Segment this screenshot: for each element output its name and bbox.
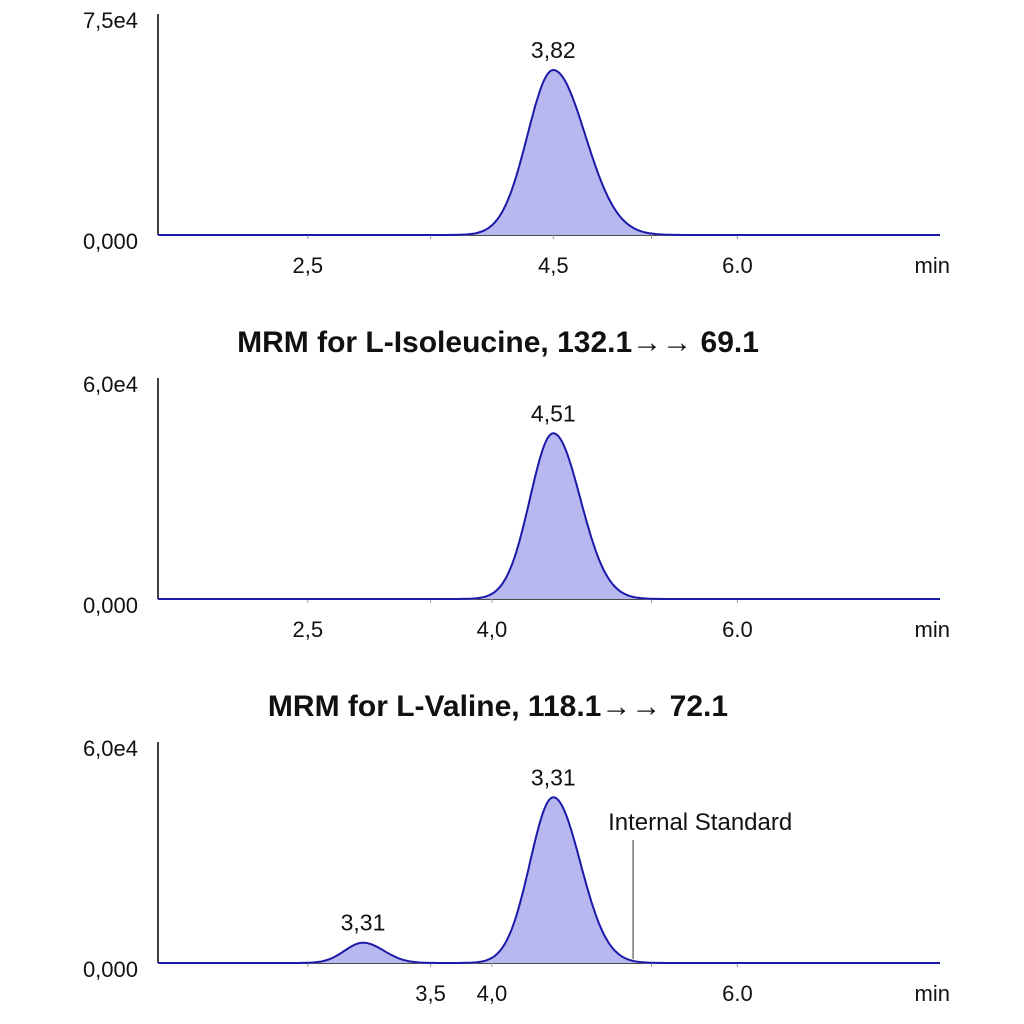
chart-panel-3: MRM for L-Valine, 118.1→→ 72.1 6,0e4 0,000…	[83, 690, 950, 1006]
x-tick-label: 6.0	[722, 617, 753, 642]
x-tick-label: 4,0	[477, 617, 508, 642]
chromatogram-trace	[158, 796, 940, 964]
x-tick-label: 2,5	[292, 617, 323, 642]
chart-panel-2: MRM for L-Isoleucine, 132.1→→ 69.1 6,0e4 0…	[83, 326, 950, 642]
x-tick-label: 4,0	[477, 981, 508, 1006]
x-tick-label: 4,5	[538, 253, 569, 278]
chromatogram-area	[158, 797, 940, 963]
x-unit-label: min	[915, 617, 950, 642]
y-max-label: 7,5e4	[83, 8, 138, 33]
y-max-label: 6,0e4	[83, 372, 138, 397]
x-tick-label: 6.0	[722, 981, 753, 1006]
chromatogram-trace	[158, 432, 940, 600]
chromatogram-area	[158, 70, 940, 235]
y-zero-label: 0,000	[83, 957, 138, 982]
x-unit-label: min	[915, 981, 950, 1006]
x-tick-label: 6.0	[722, 253, 753, 278]
peak-label: 4,51	[531, 400, 576, 426]
y-zero-label: 0,000	[83, 593, 138, 618]
y-zero-label: 0,000	[83, 229, 138, 254]
chart-title: MRM for L-Valine, 118.1→→ 72.1	[268, 690, 728, 723]
chart-title: MRM for L-Isoleucine, 132.1→→ 69.1	[237, 326, 759, 359]
x-unit-label: min	[915, 253, 950, 278]
internal-standard-label: Internal Standard	[608, 809, 792, 836]
peak-label: 3,31	[531, 764, 576, 790]
x-tick-label: 3,5	[415, 981, 446, 1006]
chromatogram-area	[158, 433, 940, 599]
y-max-label: 6,0e4	[83, 736, 138, 761]
x-tick-label: 2,5	[292, 253, 323, 278]
peak-label: 3,82	[531, 37, 576, 63]
peak-label: 3,31	[341, 910, 386, 936]
chromatogram-trace	[158, 68, 940, 236]
chart-panel-1: 7,5e4 0,000 2,5 4,5 6.0 min 3,82	[83, 8, 950, 278]
